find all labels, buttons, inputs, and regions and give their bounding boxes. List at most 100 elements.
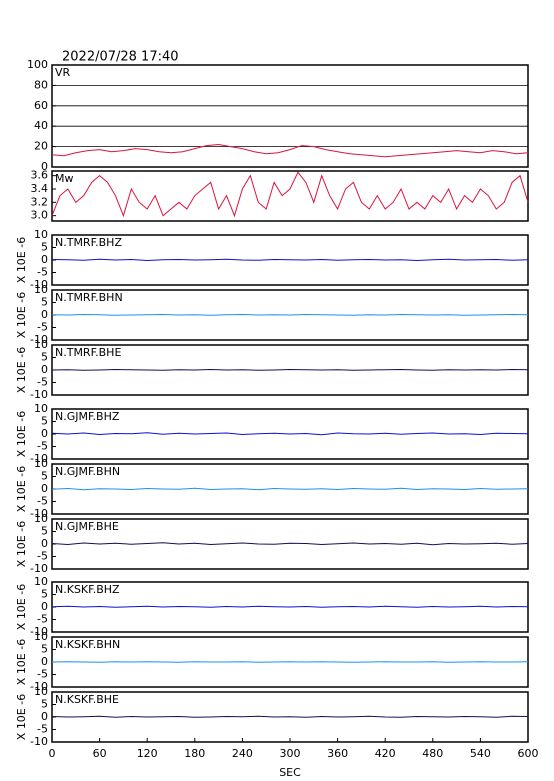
- y-tick-label: 0: [41, 482, 48, 495]
- y-tick-label: 100: [27, 58, 48, 71]
- series-name: N.GJMF.BHN: [55, 465, 120, 478]
- series-name: N.KSKF.BHE: [55, 693, 119, 706]
- y-tick-label: -10: [30, 735, 48, 748]
- y-tick-label: -5: [37, 550, 48, 563]
- y-tick-label: 0: [41, 253, 48, 266]
- y-tick-label: 0: [41, 427, 48, 440]
- series-line: [51, 171, 529, 218]
- series-line: [51, 605, 529, 608]
- x-axis-label: SEC: [279, 766, 301, 779]
- y-tick-label: 5: [41, 698, 48, 711]
- series-line: [51, 542, 529, 546]
- y-tick-label: 10: [34, 338, 48, 351]
- y-tick-label: -5: [37, 440, 48, 453]
- y-tick-label: 5: [41, 415, 48, 428]
- y-tick-label: 3.6: [31, 169, 49, 182]
- y-tick-label: -10: [30, 278, 48, 291]
- x-tick-label: 300: [280, 747, 301, 760]
- y-tick-label: -5: [37, 376, 48, 389]
- y-tick-label: 3.2: [31, 195, 49, 208]
- y-tick-label: 10: [34, 283, 48, 296]
- panel-frame: [51, 170, 529, 222]
- y-axis-label: X 10E -6: [15, 292, 28, 338]
- y-tick-label: -5: [37, 321, 48, 334]
- series-line: [51, 661, 529, 663]
- y-tick-label: 5: [41, 241, 48, 254]
- x-tick-label: 60: [93, 747, 107, 760]
- x-tick-label: 0: [49, 747, 56, 760]
- series-name: N.GJMF.BHE: [55, 520, 119, 533]
- series-line: [51, 715, 529, 718]
- y-tick-label: -5: [37, 613, 48, 626]
- y-tick-label: 0: [41, 655, 48, 668]
- y-tick-label: 60: [34, 99, 48, 112]
- y-tick-label: -10: [30, 333, 48, 346]
- x-tick-label: 600: [518, 747, 539, 760]
- y-tick-label: -10: [30, 680, 48, 693]
- y-tick-label: 5: [41, 470, 48, 483]
- series-name: N.TMRF.BHZ: [55, 236, 122, 249]
- y-tick-label: -5: [37, 495, 48, 508]
- x-tick-label: 120: [137, 747, 158, 760]
- series-name: N.GJMF.BHZ: [55, 410, 120, 423]
- y-tick-label: -10: [30, 452, 48, 465]
- series-line: [51, 313, 529, 316]
- y-tick-label: 20: [34, 140, 48, 153]
- series-line: [51, 487, 529, 491]
- series-name: VR: [55, 66, 71, 79]
- y-tick-label: 5: [41, 588, 48, 601]
- y-tick-label: 0: [41, 363, 48, 376]
- y-tick-label: 10: [34, 228, 48, 241]
- x-tick-label: 540: [470, 747, 491, 760]
- x-tick-label: 180: [184, 747, 205, 760]
- y-tick-label: 40: [34, 119, 48, 132]
- y-tick-label: 3.4: [31, 182, 49, 195]
- series-line: [51, 258, 529, 262]
- y-tick-label: -5: [37, 266, 48, 279]
- y-axis-label: X 10E -6: [15, 347, 28, 393]
- x-tick-label: 240: [232, 747, 253, 760]
- y-tick-label: -10: [30, 625, 48, 638]
- y-tick-label: -10: [30, 507, 48, 520]
- y-tick-label: 0: [41, 600, 48, 613]
- y-tick-label: 10: [34, 512, 48, 525]
- y-axis-label: X 10E -6: [15, 411, 28, 457]
- y-tick-label: -5: [37, 668, 48, 681]
- y-tick-label: 0: [41, 710, 48, 723]
- series-name: N.KSKF.BHN: [55, 638, 120, 651]
- series-name: N.KSKF.BHZ: [55, 583, 120, 596]
- y-tick-label: 10: [34, 630, 48, 643]
- y-tick-label: 10: [34, 575, 48, 588]
- series-line: [51, 368, 529, 371]
- y-axis-label: X 10E -6: [15, 466, 28, 512]
- panel-frame: [51, 64, 529, 168]
- y-tick-label: 80: [34, 78, 48, 91]
- y-tick-label: -5: [37, 723, 48, 736]
- y-tick-label: 0: [41, 160, 48, 173]
- x-tick-label: 360: [327, 747, 348, 760]
- x-tick-label: 420: [375, 747, 396, 760]
- y-tick-label: 5: [41, 296, 48, 309]
- y-tick-label: 10: [34, 685, 48, 698]
- y-tick-label: 10: [34, 402, 48, 415]
- y-tick-label: -10: [30, 562, 48, 575]
- y-tick-label: 0: [41, 308, 48, 321]
- series-name: Mw: [55, 172, 74, 185]
- series-name: N.TMRF.BHE: [55, 346, 121, 359]
- y-tick-label: 5: [41, 351, 48, 364]
- series-line: [51, 144, 529, 158]
- chart-title: 2022/07/28 17:40: [62, 50, 179, 65]
- y-axis-label: X 10E -6: [15, 639, 28, 685]
- y-tick-label: 5: [41, 643, 48, 656]
- y-tick-label: -10: [30, 388, 48, 401]
- series-name: N.TMRF.BHN: [55, 291, 123, 304]
- y-axis-label: X 10E -6: [15, 237, 28, 283]
- y-tick-label: 5: [41, 525, 48, 538]
- y-axis-label: X 10E -6: [15, 521, 28, 567]
- y-tick-label: 10: [34, 457, 48, 470]
- x-tick-label: 480: [422, 747, 443, 760]
- y-axis-label: X 10E -6: [15, 584, 28, 630]
- y-tick-label: 3.0: [31, 209, 49, 222]
